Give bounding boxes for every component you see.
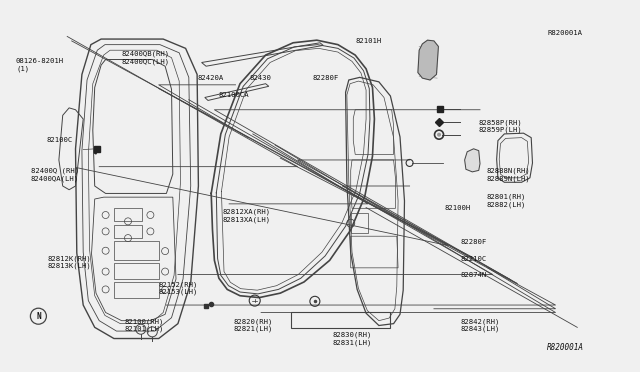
Text: 82100CA: 82100CA <box>219 92 250 98</box>
Text: 82101H: 82101H <box>356 38 382 44</box>
Text: 82100(RH)
82101(LH): 82100(RH) 82101(LH) <box>125 318 164 333</box>
Text: 82400QB(RH)
82400QC(LH): 82400QB(RH) 82400QC(LH) <box>122 51 170 65</box>
Text: 82280F: 82280F <box>312 75 339 81</box>
Text: 82430: 82430 <box>250 75 271 81</box>
Text: 82812XA(RH)
82813XA(LH): 82812XA(RH) 82813XA(LH) <box>223 209 271 223</box>
Text: 82400Q (RH)
82400QA(LH): 82400Q (RH) 82400QA(LH) <box>31 168 79 182</box>
Text: 82812K(RH)
82813K(LH): 82812K(RH) 82813K(LH) <box>48 255 92 269</box>
Text: 82820(RH)
82821(LH): 82820(RH) 82821(LH) <box>234 318 273 333</box>
Circle shape <box>437 133 441 137</box>
Polygon shape <box>418 40 438 80</box>
Text: 82874N: 82874N <box>461 272 487 278</box>
Text: R820001A: R820001A <box>547 31 582 36</box>
Polygon shape <box>465 149 480 172</box>
Text: 82858P(RH)
82859P(LH): 82858P(RH) 82859P(LH) <box>479 119 522 134</box>
Text: R820001A: R820001A <box>547 343 584 352</box>
Text: 82100H: 82100H <box>445 205 471 211</box>
Text: 82420A: 82420A <box>197 75 223 81</box>
Text: 82280F: 82280F <box>461 239 487 245</box>
Text: 82152(RH)
82153(LH): 82152(RH) 82153(LH) <box>159 281 198 295</box>
Text: 82830(RH)
82831(LH): 82830(RH) 82831(LH) <box>333 331 372 346</box>
Bar <box>291 312 390 328</box>
Text: 82100C: 82100C <box>46 137 72 142</box>
Text: N: N <box>36 312 41 321</box>
Text: 82842(RH)
82843(LH): 82842(RH) 82843(LH) <box>461 318 500 333</box>
Text: 08126-8201H
(1): 08126-8201H (1) <box>16 58 64 72</box>
Text: 82210C: 82210C <box>461 256 487 262</box>
Text: 82888N(RH)
82889N(LH): 82888N(RH) 82889N(LH) <box>486 168 530 182</box>
Text: 82801(RH)
82882(LH): 82801(RH) 82882(LH) <box>486 194 526 208</box>
